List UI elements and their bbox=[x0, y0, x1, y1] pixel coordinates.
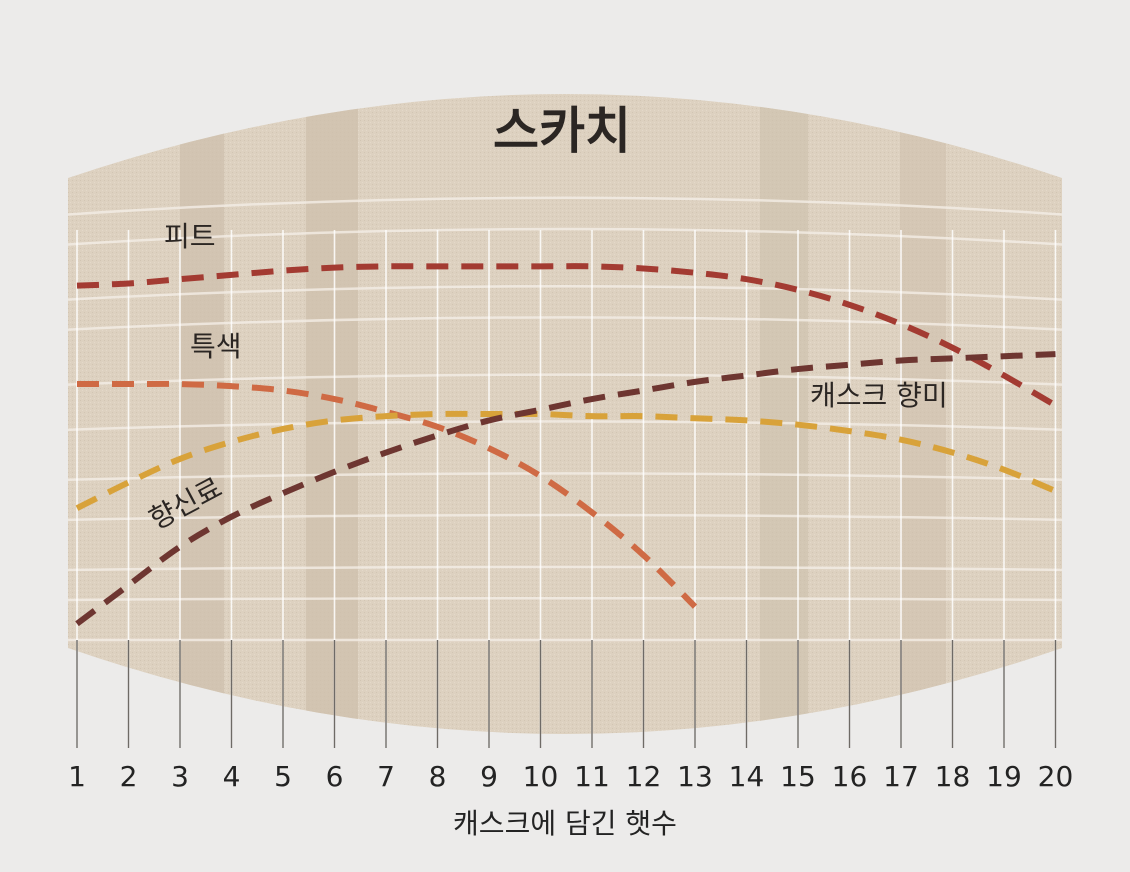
stave-line bbox=[68, 227, 1062, 247]
stave-line bbox=[68, 196, 1062, 217]
stave-line bbox=[68, 373, 1062, 387]
x-tick-label: 6 bbox=[326, 760, 344, 793]
x-gridlines bbox=[76, 230, 1057, 748]
series-label-peat: 피트 bbox=[164, 220, 216, 253]
x-tick-label: 14 bbox=[729, 760, 765, 793]
stave-line bbox=[68, 565, 1062, 572]
stave-line bbox=[68, 472, 1062, 482]
chart-title: 스카치 bbox=[493, 102, 631, 160]
x-tick-label: 20 bbox=[1038, 760, 1074, 793]
x-tick-label: 7 bbox=[377, 760, 395, 793]
x-tick-label: 17 bbox=[883, 760, 919, 793]
x-tick-label: 16 bbox=[832, 760, 868, 793]
x-tick-label: 18 bbox=[935, 760, 971, 793]
x-tick-label: 4 bbox=[223, 760, 241, 793]
x-tick-label: 10 bbox=[523, 760, 559, 793]
x-tick-label: 11 bbox=[574, 760, 610, 793]
panel-stripe bbox=[760, 94, 808, 734]
x-tick-label: 2 bbox=[120, 760, 138, 793]
stave-line bbox=[68, 420, 1062, 432]
series-label-cask-flavor: 캐스크 향미 bbox=[810, 379, 948, 412]
series-label-character: 특색 bbox=[190, 330, 242, 363]
stave-line bbox=[68, 284, 1062, 302]
x-tick-label: 12 bbox=[626, 760, 662, 793]
x-axis-title: 캐스크에 담긴 햇수 bbox=[453, 807, 677, 840]
stave-line bbox=[68, 596, 1062, 602]
stave-lines bbox=[68, 196, 1062, 642]
panel-stripe bbox=[306, 94, 358, 734]
series-line-2 bbox=[75, 410, 1057, 511]
panel-stripe bbox=[180, 94, 224, 734]
x-tick-labels: 1 2 3 4 5 6 7 8 9 10 11 12 13 14 15 16 17 18 19 20 bbox=[68, 760, 1073, 793]
x-tick-label: 13 bbox=[677, 760, 713, 793]
stave-line bbox=[68, 513, 1062, 522]
stave-line bbox=[68, 316, 1062, 332]
x-tick-label: 15 bbox=[780, 760, 816, 793]
x-tick-label: 19 bbox=[986, 760, 1022, 793]
series-line-0 bbox=[76, 263, 1058, 409]
series-lines bbox=[75, 263, 1058, 627]
x-tick-label: 5 bbox=[274, 760, 292, 793]
x-tick-label: 9 bbox=[480, 760, 498, 793]
x-tick-label: 8 bbox=[429, 760, 447, 793]
x-tick-label: 1 bbox=[68, 760, 86, 793]
series-line-3 bbox=[75, 351, 1056, 627]
x-tick-label: 3 bbox=[171, 760, 189, 793]
panel-stripe bbox=[900, 94, 946, 734]
